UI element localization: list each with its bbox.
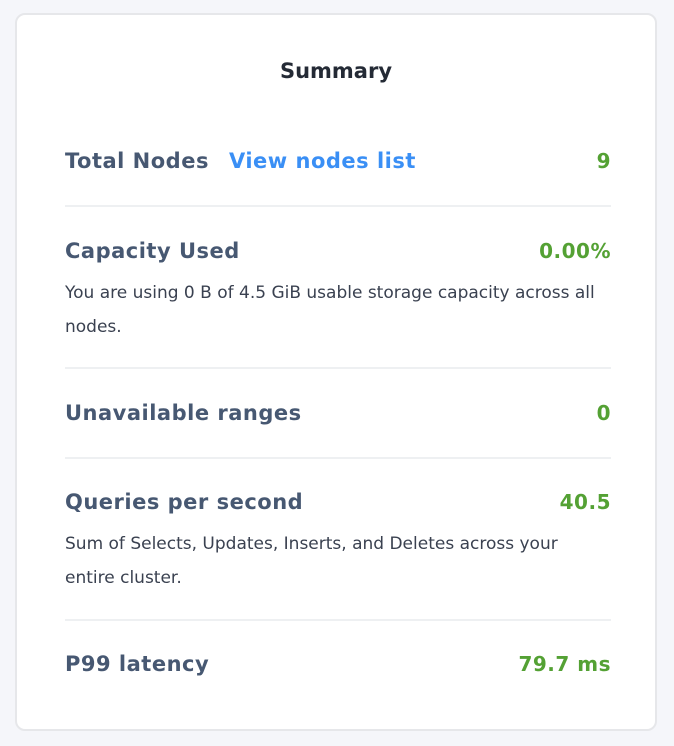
qps-value: 40.5 bbox=[559, 490, 611, 514]
qps-description: Sum of Selects, Updates, Inserts, and De… bbox=[65, 534, 558, 588]
qps-label: Queries per second bbox=[65, 490, 304, 514]
total-nodes-label: Total Nodes bbox=[65, 149, 209, 173]
view-nodes-list-link[interactable]: View nodes list bbox=[228, 149, 416, 173]
summary-card: Summary Total Nodes View nodes list 9 Ca… bbox=[15, 13, 657, 731]
capacity-used-value: 0.00% bbox=[539, 239, 611, 263]
total-nodes-value: 9 bbox=[596, 149, 611, 173]
unavailable-ranges-value: 0 bbox=[596, 401, 611, 425]
divider bbox=[65, 619, 611, 621]
unavailable-ranges-label: Unavailable ranges bbox=[65, 401, 302, 425]
capacity-used-description: You are using 0 B of 4.5 GiB usable stor… bbox=[65, 283, 595, 337]
total-nodes-row: Total Nodes View nodes list 9 bbox=[65, 144, 611, 178]
p99-latency-label: P99 latency bbox=[65, 652, 210, 676]
divider bbox=[65, 205, 611, 207]
unavailable-ranges-row: Unavailable ranges 0 bbox=[65, 396, 611, 430]
capacity-used-row: Capacity Used 0.00% You are using 0 B of… bbox=[65, 234, 611, 344]
divider bbox=[65, 457, 611, 459]
summary-title: Summary bbox=[279, 59, 393, 83]
divider bbox=[65, 367, 611, 369]
p99-latency-value: 79.7 ms bbox=[518, 652, 611, 676]
qps-row: Queries per second 40.5 Sum of Selects, … bbox=[65, 485, 611, 595]
p99-latency-row: P99 latency 79.7 ms bbox=[65, 647, 611, 681]
capacity-used-label: Capacity Used bbox=[65, 239, 240, 263]
